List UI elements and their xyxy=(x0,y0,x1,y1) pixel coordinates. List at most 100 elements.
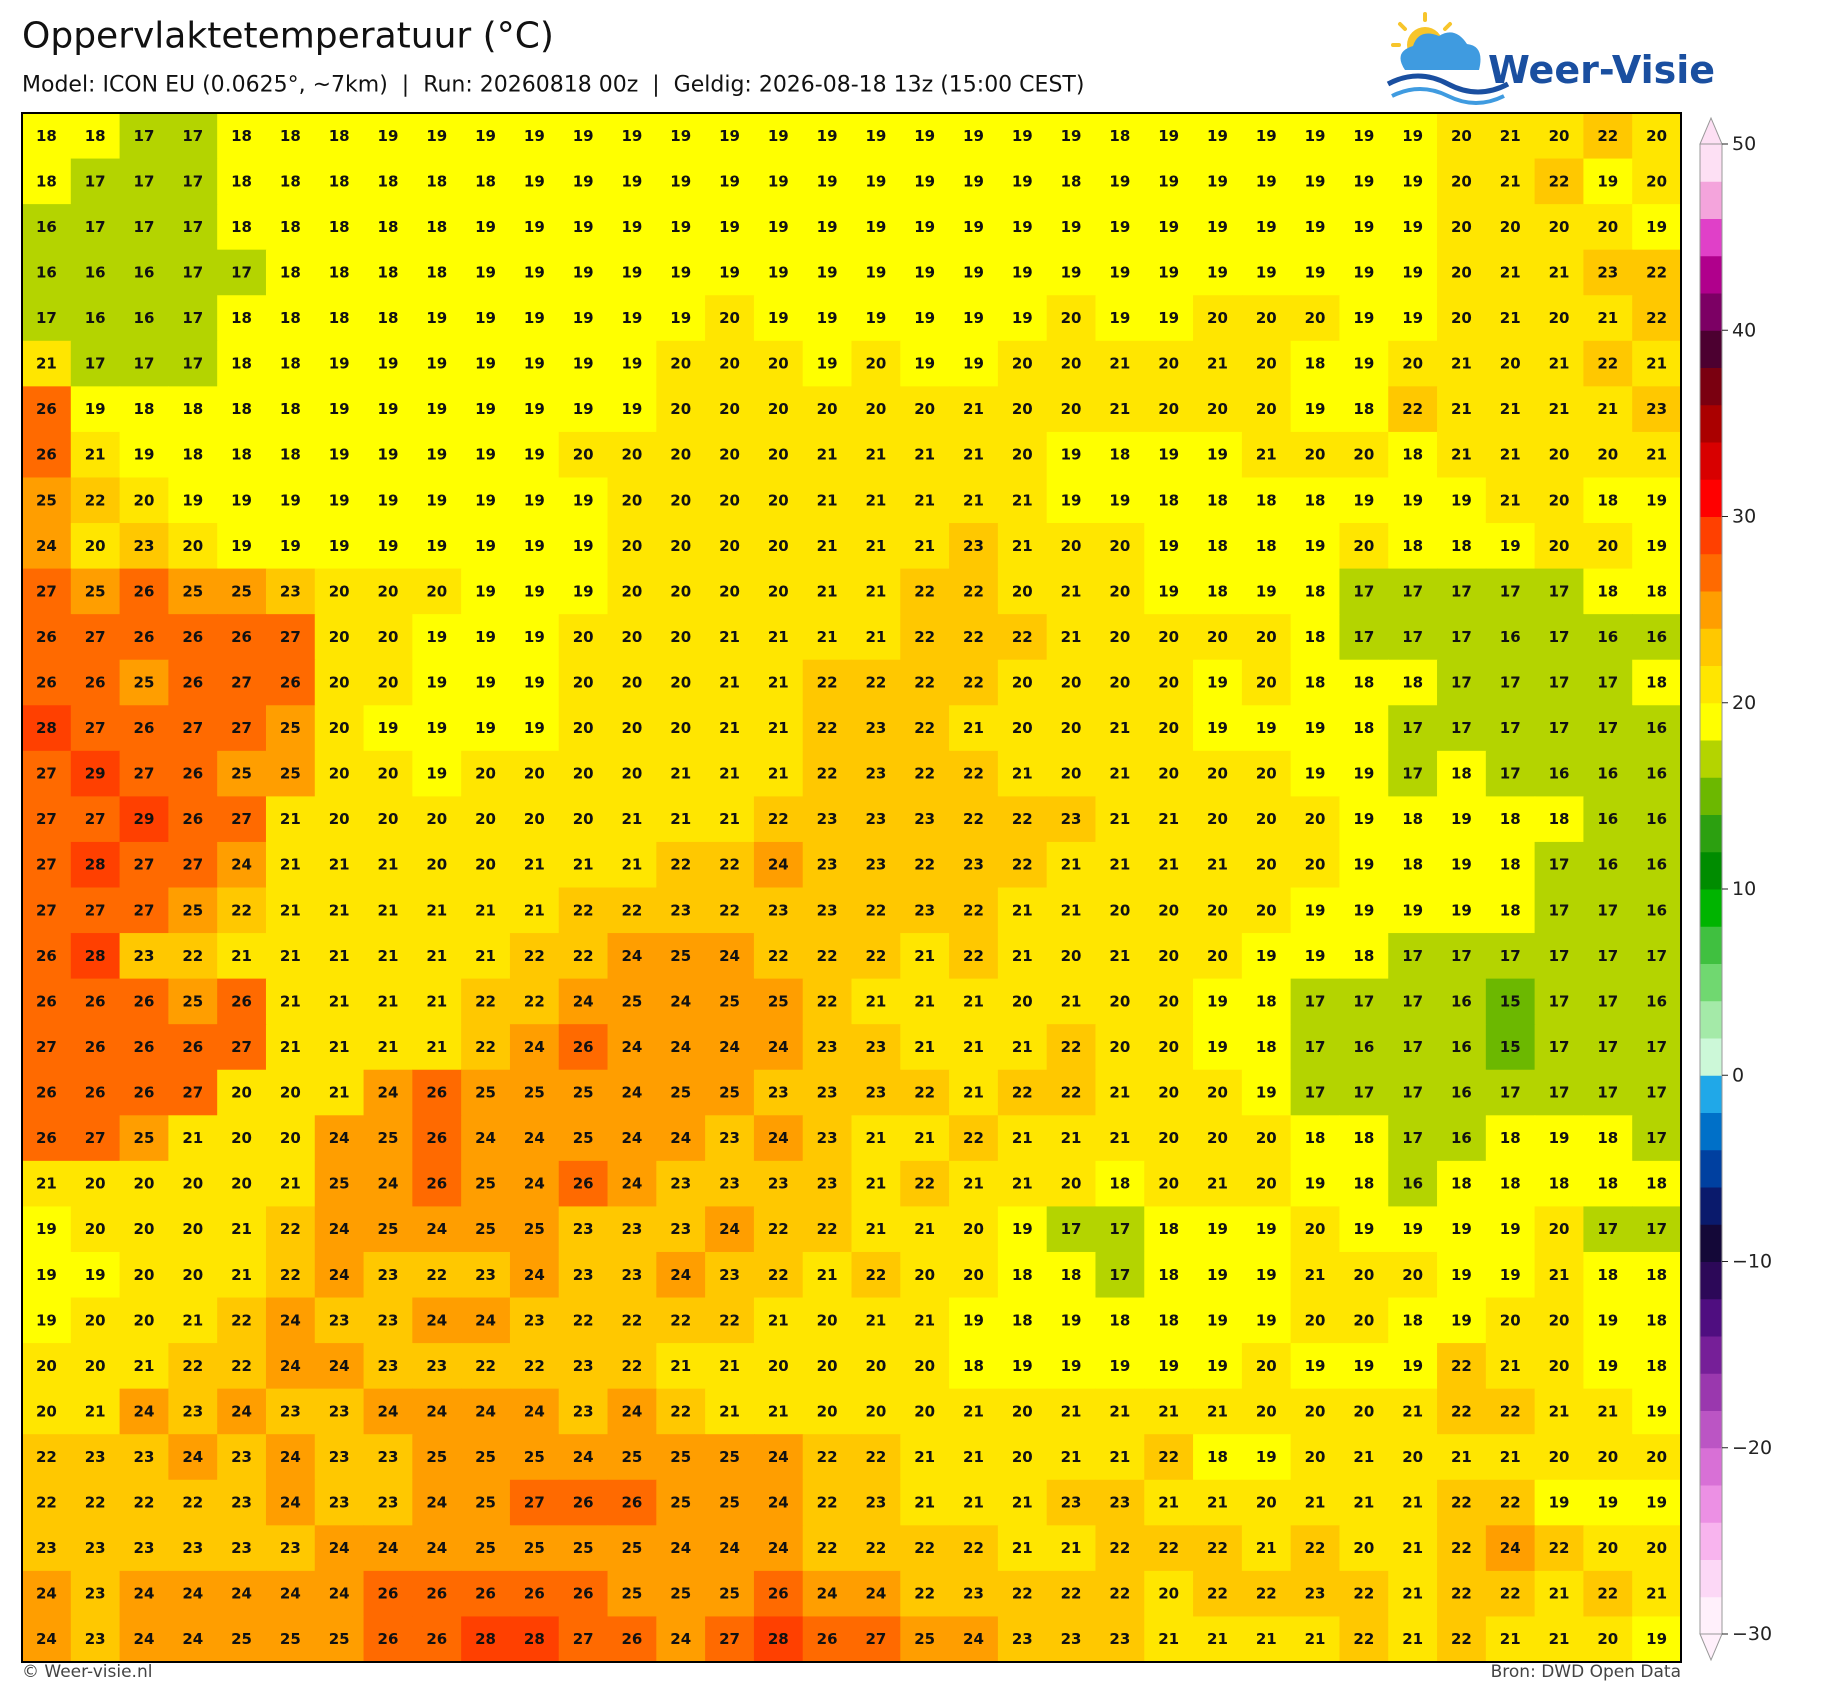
temperature-label: 22 xyxy=(1451,1494,1472,1512)
temperature-label: 21 xyxy=(1500,1448,1521,1466)
colorbar-tick-label: 40 xyxy=(1732,319,1756,341)
temperature-label: 26 xyxy=(134,992,155,1010)
temperature-label: 26 xyxy=(85,1038,106,1056)
temperature-label: 20 xyxy=(1256,1175,1277,1193)
temperature-label: 25 xyxy=(719,1084,740,1102)
temperature-cell xyxy=(314,158,365,205)
temperature-cell xyxy=(558,1251,609,1299)
temperature-label: 19 xyxy=(1061,218,1082,236)
temperature-cell xyxy=(461,1343,511,1390)
temperature-label: 19 xyxy=(817,127,838,145)
temperature-cell xyxy=(217,887,267,934)
temperature-cell xyxy=(509,523,560,570)
temperature-cell xyxy=(265,204,316,251)
temperature-label: 22 xyxy=(1597,355,1618,373)
temperature-label: 24 xyxy=(426,1402,447,1420)
temperature-label: 20 xyxy=(1158,719,1179,737)
temperature-label: 19 xyxy=(426,446,447,464)
temperature-cell xyxy=(1144,933,1194,980)
temperature-cell xyxy=(802,295,853,342)
temperature-cell xyxy=(412,1160,462,1208)
temperature-cell xyxy=(1241,1115,1292,1162)
temperature-cell xyxy=(412,796,462,843)
temperature-cell xyxy=(461,431,511,479)
temperature-label: 16 xyxy=(1646,810,1667,828)
temperature-cell xyxy=(997,614,1048,661)
temperature-label: 21 xyxy=(670,765,691,783)
temperature-label: 21 xyxy=(817,628,838,646)
temperature-cell xyxy=(265,431,316,479)
temperature-cell xyxy=(851,431,901,479)
temperature-cell xyxy=(802,204,853,251)
temperature-cell xyxy=(802,841,853,889)
temperature-cell xyxy=(314,1616,365,1663)
temperature-cell xyxy=(1095,249,1145,296)
temperature-label: 20 xyxy=(1549,309,1570,327)
temperature-label: 19 xyxy=(670,309,691,327)
temperature-label: 20 xyxy=(1158,628,1179,646)
temperature-cell xyxy=(1193,1616,1243,1663)
temperature-label: 26 xyxy=(426,1585,447,1603)
temperature-label: 16 xyxy=(1646,628,1667,646)
temperature-label: 17 xyxy=(1549,1038,1570,1056)
temperature-label: 20 xyxy=(670,628,691,646)
temperature-cell xyxy=(753,978,804,1025)
temperature-cell xyxy=(753,1388,804,1435)
temperature-cell xyxy=(1485,933,1536,980)
temperature-cell xyxy=(558,1206,609,1253)
temperature-label: 21 xyxy=(963,1175,984,1193)
temperature-label: 28 xyxy=(768,1630,789,1648)
temperature-cell xyxy=(461,1388,511,1435)
temperature-cell xyxy=(1534,614,1585,661)
temperature-label: 26 xyxy=(36,673,57,691)
temperature-label: 23 xyxy=(378,1266,399,1284)
temperature-cell xyxy=(949,705,999,752)
temperature-label: 25 xyxy=(719,1585,740,1603)
temperature-label: 19 xyxy=(1158,537,1179,555)
temperature-cell xyxy=(1485,1115,1536,1162)
temperature-label: 18 xyxy=(1597,1266,1618,1284)
temperature-label: 27 xyxy=(85,1129,106,1147)
temperature-cell xyxy=(607,841,657,889)
temperature-label: 24 xyxy=(621,947,642,965)
temperature-cell xyxy=(1241,431,1292,479)
temperature-cell xyxy=(265,477,316,524)
temperature-cell xyxy=(802,1297,853,1344)
temperature-label: 16 xyxy=(1597,810,1618,828)
temperature-label: 19 xyxy=(1353,355,1374,373)
temperature-cell xyxy=(1583,841,1633,889)
temperature-label: 21 xyxy=(231,1266,252,1284)
temperature-cell xyxy=(949,1115,999,1162)
temperature-cell xyxy=(607,933,657,980)
temperature-cell xyxy=(607,113,657,160)
temperature-cell xyxy=(802,1434,853,1481)
temperature-label: 24 xyxy=(1500,1539,1521,1557)
temperature-label: 25 xyxy=(134,1129,155,1147)
temperature-label: 22 xyxy=(280,1266,301,1284)
temperature-label: 21 xyxy=(963,1448,984,1466)
temperature-label: 23 xyxy=(670,901,691,919)
temperature-label: 19 xyxy=(1597,1494,1618,1512)
temperature-label: 21 xyxy=(280,992,301,1010)
temperature-label: 21 xyxy=(963,400,984,418)
colorbar-band xyxy=(1700,181,1722,219)
temperature-cell xyxy=(70,1024,121,1071)
temperature-cell xyxy=(119,1024,169,1071)
temperature-cell xyxy=(997,796,1048,843)
temperature-label: 19 xyxy=(524,263,545,281)
temperature-label: 21 xyxy=(1646,1585,1667,1603)
temperature-label: 18 xyxy=(1500,856,1521,874)
temperature-label: 23 xyxy=(865,1494,886,1512)
temperature-label: 19 xyxy=(378,537,399,555)
temperature-label: 19 xyxy=(963,127,984,145)
colorbar-band xyxy=(1700,1410,1722,1449)
temperature-cell xyxy=(217,158,267,205)
temperature-cell xyxy=(1583,204,1633,251)
temperature-label: 18 xyxy=(1109,446,1130,464)
temperature-label: 22 xyxy=(1549,172,1570,190)
temperature-label: 17 xyxy=(1353,628,1374,646)
temperature-label: 20 xyxy=(1549,1357,1570,1375)
temperature-cell xyxy=(119,1115,169,1162)
temperature-label: 20 xyxy=(1109,901,1130,919)
temperature-label: 20 xyxy=(1207,400,1228,418)
